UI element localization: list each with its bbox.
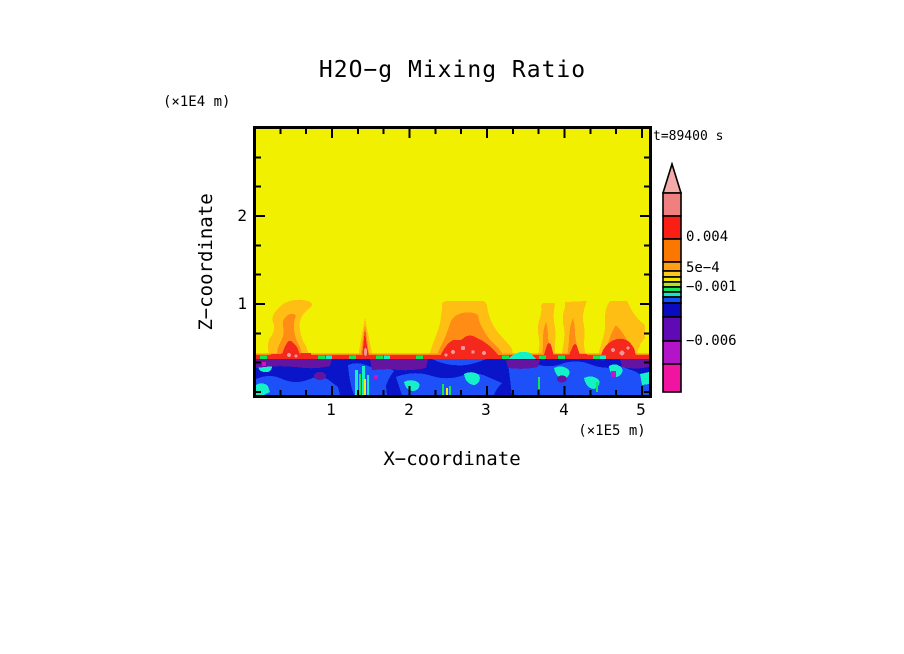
boundary-layer-purple-band xyxy=(256,359,649,383)
plot-canvas xyxy=(256,129,649,395)
axis-ticks xyxy=(256,129,649,395)
colorbar-segment xyxy=(662,270,682,278)
x-tick-label-3: 3 xyxy=(481,400,491,419)
time-label: t=89400 s xyxy=(653,129,724,144)
colorbar-segment xyxy=(662,238,682,263)
interface-cyan-dashes xyxy=(326,355,606,359)
colorbar-segment xyxy=(662,296,682,304)
minor-ticks xyxy=(256,129,649,395)
colorbar-segment xyxy=(662,192,682,217)
boundary-layer-magenta-specks xyxy=(262,362,616,379)
chart-title: H2O−g Mixing Ratio xyxy=(318,57,587,83)
boundary-layer-green-streaks xyxy=(359,374,598,395)
colorbar-overflow-arrow-icon xyxy=(661,162,683,194)
colorbar-segment xyxy=(662,261,682,272)
colorbar-segment xyxy=(662,302,682,318)
boundary-layer-yellow-streaks xyxy=(364,379,448,395)
colorbar-label-n0006: −0.006 xyxy=(686,333,737,349)
z-tick-label-2: 2 xyxy=(237,206,247,225)
x-tick-label-5: 5 xyxy=(636,400,646,419)
z-tick-label-1: 1 xyxy=(237,294,247,313)
x-tick-label-4: 4 xyxy=(559,400,569,419)
colorbar-label-0004: 0.004 xyxy=(686,229,729,245)
major-ticks xyxy=(256,129,649,395)
colorbar xyxy=(661,162,683,393)
plume-pink-speckles xyxy=(287,345,630,358)
boundary-layer-cyan-patches xyxy=(256,351,649,395)
colorbar-label-5e-4: 5e−4 xyxy=(686,260,720,276)
x-axis-unit: (×1E5 m) xyxy=(578,423,646,439)
colorbar-segment xyxy=(662,340,682,365)
x-tick-label-1: 1 xyxy=(326,400,336,419)
colorbar-segment xyxy=(662,363,682,393)
plot-frame xyxy=(253,126,652,398)
z-axis-label: Z−coordinate xyxy=(195,193,217,331)
colorbar-label-n0001: −0.001 xyxy=(686,279,737,295)
interface-green-dashes xyxy=(260,355,600,359)
colorbar-segment xyxy=(662,316,682,342)
x-tick-label-2: 2 xyxy=(404,400,414,419)
colorbar-segment xyxy=(662,215,682,240)
x-axis-label: X−coordinate xyxy=(383,448,521,470)
z-axis-unit: (×1E4 m) xyxy=(163,94,231,110)
